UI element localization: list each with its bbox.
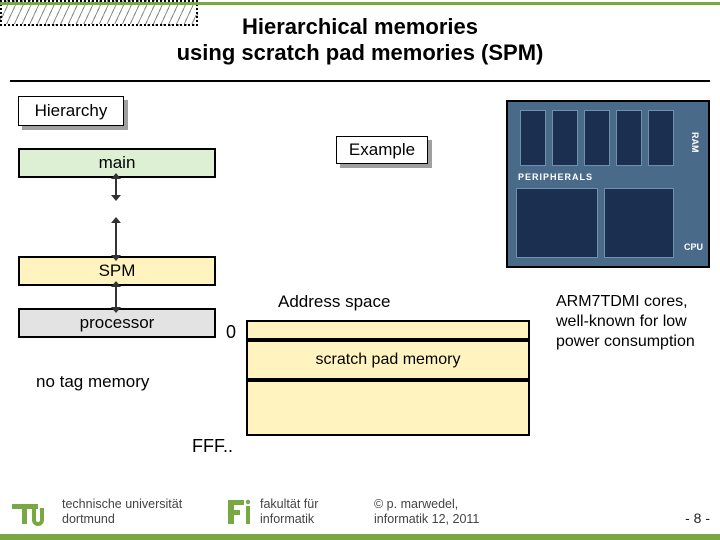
chip-block: [604, 188, 674, 258]
example-label-box: Example: [336, 136, 428, 164]
accent-top-rule: [0, 2, 720, 5]
title-line2: using scratch pad memories (SPM): [177, 40, 544, 65]
copyright: © p. marwedel, informatik 12, 2011: [374, 497, 479, 526]
arrow-line: [115, 222, 117, 256]
arrow-head-up-icon: [111, 173, 121, 179]
chip-block: [520, 110, 546, 166]
chip-peripherals-label: PERIPHERALS: [518, 172, 593, 182]
hierarchy-label: Hierarchy: [35, 101, 108, 121]
fi-logo: [226, 498, 252, 526]
page-title: Hierarchical memories using scratch pad …: [0, 14, 720, 67]
chip-block: [552, 110, 578, 166]
chip-ram-label: RAM: [690, 132, 700, 153]
footer-accent-bar: [0, 534, 720, 540]
addr-fff-label: FFF..: [192, 436, 233, 457]
arrow-head-down-icon: [111, 195, 121, 201]
arrow-head-up-icon: [111, 281, 121, 287]
no-tag-memory-label: no tag memory: [36, 372, 149, 392]
chip-block: [584, 110, 610, 166]
title-underline: [10, 80, 710, 82]
addr-space-lower: [246, 380, 530, 436]
spm-label: SPM: [99, 261, 136, 281]
main-label: main: [99, 153, 136, 173]
example-label: Example: [349, 140, 415, 160]
copy-line1: © p. marwedel,: [374, 497, 458, 511]
faculty-name: fakultät für informatik: [260, 497, 318, 526]
uni-line1: technische universität: [62, 497, 182, 511]
arrow-line: [115, 286, 117, 308]
footer: technische universität dortmund fakultät…: [0, 482, 720, 540]
fi-line2: informatik: [260, 512, 314, 526]
university-name: technische universität dortmund: [62, 497, 182, 526]
scratch-label: scratch pad memory: [316, 351, 461, 369]
uni-line2: dortmund: [62, 512, 115, 526]
addr-zero-label: 0: [226, 322, 236, 343]
arrow-head-down-icon: [111, 255, 121, 261]
arrow-head-down-icon: [111, 307, 121, 313]
fi-line1: fakultät für: [260, 497, 318, 511]
arrow-line: [115, 178, 117, 196]
chip-cpu-label: CPU: [684, 242, 703, 252]
copy-line2: informatik 12, 2011: [374, 512, 479, 526]
scratch-pad-box: scratch pad memory: [246, 340, 530, 380]
hierarchy-label-box: Hierarchy: [18, 96, 124, 126]
address-space-title: Address space: [278, 292, 390, 312]
chip-block: [516, 188, 598, 258]
title-line1: Hierarchical memories: [242, 14, 478, 39]
page-number: - 8 -: [685, 510, 710, 526]
arm-description: ARM7TDMI cores, well-known for low power…: [556, 292, 714, 352]
processor-label: processor: [80, 313, 155, 333]
chip-block: [648, 110, 674, 166]
arrow-head-up-icon: [111, 217, 121, 223]
tu-logo: [12, 496, 54, 526]
chip-block: [616, 110, 642, 166]
addr-space-upper: [246, 320, 530, 340]
